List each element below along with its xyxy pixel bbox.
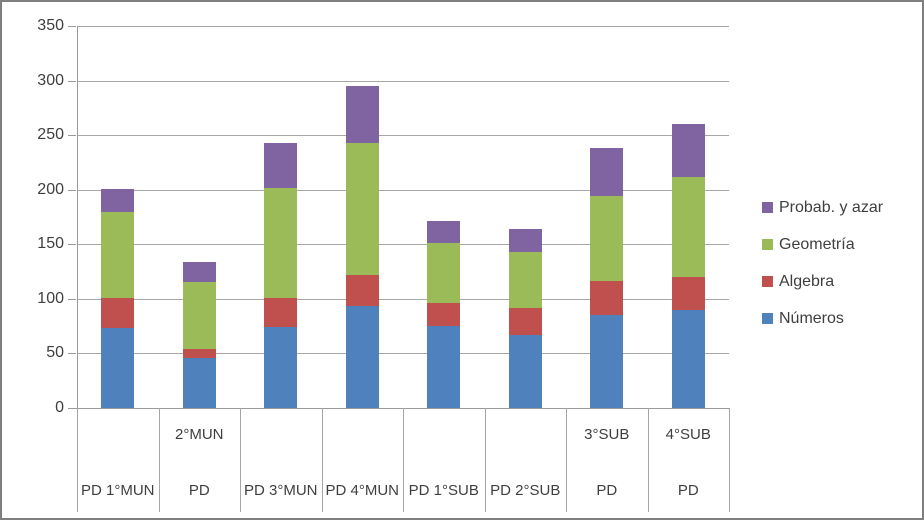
bar-segment-geometr-a <box>182 282 216 350</box>
bar-segment-algebra <box>264 297 298 328</box>
bar-segment-geometr-a <box>590 196 624 282</box>
gridline <box>77 244 729 246</box>
category-label-upper: 2°MUN <box>174 426 224 443</box>
bar-segment-geometr-a <box>671 176 705 278</box>
category-divider-line <box>566 408 567 512</box>
gridline <box>77 135 729 137</box>
gridline <box>77 80 729 82</box>
bar-segment-n-meros <box>101 328 135 408</box>
bar-segment-algebra <box>101 297 135 329</box>
gridline <box>77 26 729 27</box>
bar-segment-algebra <box>590 281 624 316</box>
category-label-lower: PD 1°SUB <box>408 482 479 499</box>
category-divider-line <box>647 408 649 512</box>
gridline <box>77 298 729 300</box>
bar-segment-n-meros <box>345 306 379 408</box>
legend-item: Algebra <box>762 271 883 292</box>
bar-segment-probab-y-azar <box>590 148 624 197</box>
bar-segment-probab-y-azar <box>427 221 461 244</box>
legend-swatch-icon <box>762 202 773 213</box>
category-divider-line <box>158 408 160 512</box>
bar-segment-algebra <box>345 274 379 307</box>
bar-segment-algebra <box>182 349 216 358</box>
y-axis-tick <box>68 244 76 246</box>
bar-segment-n-meros <box>264 327 298 408</box>
bar-segment-geometr-a <box>427 243 461 304</box>
bar-segment-n-meros <box>671 309 705 408</box>
y-axis-tick <box>68 26 76 27</box>
category-divider-line <box>240 408 241 512</box>
bar-segment-probab-y-azar <box>508 229 542 252</box>
category-divider-line <box>484 408 486 512</box>
bar-segment-algebra <box>508 307 542 335</box>
category-label-upper: 3°SUB <box>584 426 630 443</box>
y-axis-tick <box>68 135 76 137</box>
y-axis-line <box>77 26 78 408</box>
bar-segment-geometr-a <box>101 211 135 298</box>
legend-swatch-icon <box>762 239 773 250</box>
category-label-lower: PD 4°MUN <box>325 482 400 499</box>
y-tick-label: 200 <box>37 180 64 198</box>
category-divider-line <box>321 408 323 512</box>
y-tick-label: 150 <box>37 235 64 253</box>
bar-segment-probab-y-azar <box>671 124 705 177</box>
legend-item: Probab. y azar <box>762 197 883 218</box>
y-axis-tick <box>68 298 76 300</box>
legend-swatch-icon <box>762 276 773 287</box>
y-axis-tick <box>68 353 76 355</box>
category-label-lower: PD 3°MUN <box>243 482 318 499</box>
y-tick-label: 300 <box>37 71 64 89</box>
category-label-upper: 4°SUB <box>665 426 711 443</box>
category-label-lower: PD 1°MUN <box>80 482 155 499</box>
bar-segment-probab-y-azar <box>101 188 135 212</box>
x-axis-line <box>68 408 729 409</box>
bar-segment-n-meros <box>182 357 216 408</box>
category-label-lower: PD <box>188 482 210 499</box>
bar-segment-n-meros <box>427 326 461 408</box>
category-label-lower: PD <box>596 482 618 499</box>
category-divider-line <box>403 408 404 512</box>
legend-item: Geometría <box>762 234 883 255</box>
bar-segment-geometr-a <box>264 187 298 298</box>
bar-segment-probab-y-azar <box>345 86 379 143</box>
y-tick-label: 350 <box>37 17 64 34</box>
y-tick-label: 100 <box>37 289 64 307</box>
y-axis-tick <box>68 80 76 82</box>
bar-segment-probab-y-azar <box>264 142 298 188</box>
bar-segment-geometr-a <box>345 142 379 275</box>
y-axis-tick <box>68 189 76 191</box>
bar-segment-n-meros <box>508 334 542 408</box>
bar-segment-geometr-a <box>508 251 542 308</box>
bar-segment-algebra <box>671 277 705 310</box>
legend-label: Números <box>779 309 844 327</box>
legend: Probab. y azar Geometría Algebra Números <box>762 197 883 329</box>
category-label-lower: PD <box>677 482 699 499</box>
bar-segment-algebra <box>427 303 461 327</box>
gridline <box>77 189 729 191</box>
legend-label: Algebra <box>779 272 835 290</box>
bar-segment-probab-y-azar <box>182 261 216 283</box>
bar-segment-n-meros <box>590 315 624 408</box>
legend-label: Probab. y azar <box>779 198 884 216</box>
legend-label: Geometría <box>779 235 855 253</box>
y-tick-label: 0 <box>55 399 64 416</box>
category-divider-line <box>77 408 78 512</box>
category-label-lower: PD 2°SUB <box>490 482 561 499</box>
gridline <box>77 353 729 355</box>
y-tick-label: 250 <box>37 126 64 144</box>
y-tick-label: 50 <box>46 344 64 362</box>
legend-item: Números <box>762 308 883 329</box>
legend-swatch-icon <box>762 313 773 324</box>
category-divider-line <box>729 408 730 512</box>
